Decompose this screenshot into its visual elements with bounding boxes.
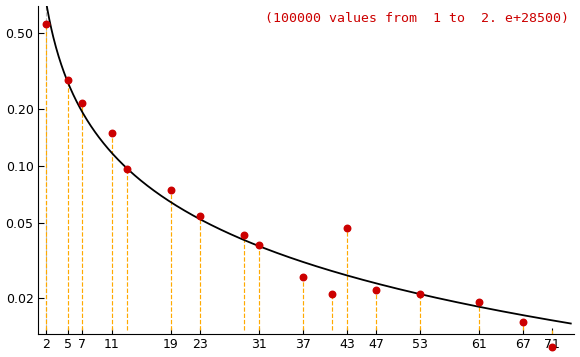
- Point: [107, 131, 117, 136]
- Point: [328, 291, 337, 297]
- Point: [254, 242, 263, 248]
- Point: [474, 300, 484, 305]
- Point: [548, 345, 557, 350]
- Point: [166, 188, 175, 193]
- Point: [372, 287, 381, 293]
- Point: [41, 21, 50, 26]
- Point: [195, 213, 205, 219]
- Point: [122, 166, 131, 172]
- Point: [416, 291, 425, 297]
- Point: [78, 101, 87, 106]
- Point: [519, 319, 528, 325]
- Text: (100000 values from  1 to  2. e+28500): (100000 values from 1 to 2. e+28500): [265, 12, 569, 25]
- Point: [342, 225, 351, 231]
- Point: [240, 232, 249, 238]
- Point: [63, 77, 72, 82]
- Point: [298, 274, 307, 280]
